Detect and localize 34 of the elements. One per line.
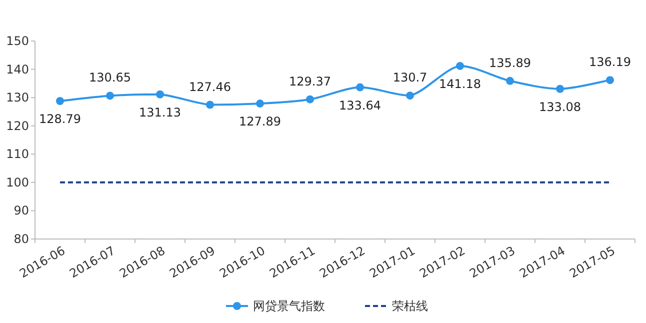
point xyxy=(606,76,614,84)
data-label: 135.89 xyxy=(489,56,531,70)
point xyxy=(106,92,114,100)
data-label: 128.79 xyxy=(39,112,81,126)
point xyxy=(256,100,264,108)
data-label: 127.46 xyxy=(189,80,231,94)
legend-label: 网贷景气指数 xyxy=(253,299,325,313)
data-label: 133.64 xyxy=(339,98,381,112)
data-label: 136.19 xyxy=(589,55,631,70)
point xyxy=(356,83,364,92)
data-label: 131.13 xyxy=(139,105,181,120)
data-label: 141.18 xyxy=(439,76,481,91)
point xyxy=(156,90,164,98)
data-label: 127.89 xyxy=(239,114,281,129)
data-label: 129.37 xyxy=(289,74,331,88)
y-tick-label: 150 xyxy=(6,34,29,48)
y-tick-label: 100 xyxy=(6,175,29,190)
data-label: 133.08 xyxy=(539,100,581,114)
data-label: 130.7 xyxy=(392,70,428,85)
point xyxy=(456,62,464,70)
y-tick-label: 80 xyxy=(14,232,29,246)
point xyxy=(556,84,564,93)
y-tick-label: 90 xyxy=(14,204,29,218)
y-tick-label: 110 xyxy=(6,147,29,162)
y-tick-label: 140 xyxy=(6,62,29,76)
data-label: 130.65 xyxy=(89,70,131,85)
y-tick-label: 130 xyxy=(6,90,29,105)
point xyxy=(306,95,314,104)
legend-label: 荣枯线 xyxy=(392,299,428,313)
point xyxy=(406,92,414,100)
point xyxy=(56,96,64,105)
point xyxy=(506,76,514,85)
point xyxy=(206,100,214,109)
y-tick-label: 120 xyxy=(6,118,29,133)
